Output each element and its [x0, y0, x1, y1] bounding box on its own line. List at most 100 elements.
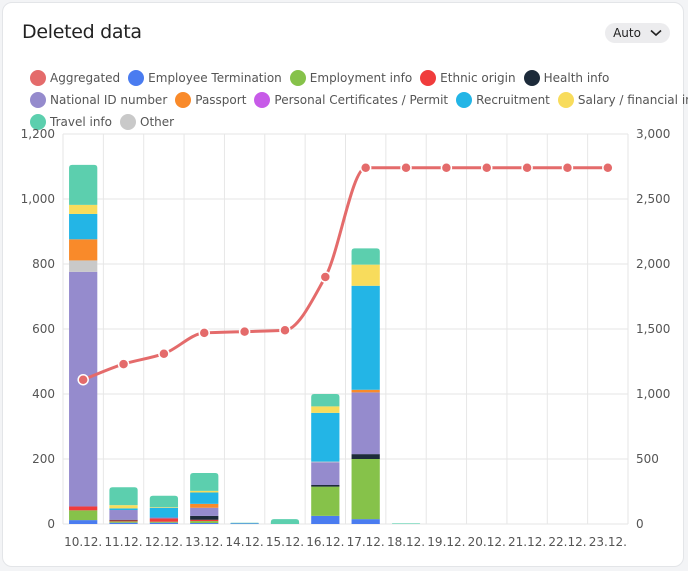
legend-label: Salary / financial info — [577, 93, 688, 107]
legend-label: Recruitment — [476, 93, 550, 107]
legend-item-employee-termination[interactable]: Employee Termination — [128, 70, 282, 86]
x-tick-label: 19.12. — [427, 535, 465, 549]
aggregated-point — [279, 324, 291, 337]
bar-segment-employee-termination — [311, 515, 340, 524]
legend-item-national-id-number[interactable]: National ID number — [30, 92, 167, 108]
aggregated-point — [359, 162, 372, 174]
legend-swatch — [523, 70, 540, 86]
x-tick-label: 17.12. — [347, 535, 385, 549]
y-right-tick-label: 1,500 — [636, 322, 670, 336]
legend-item-personal-certificates-permit[interactable]: Personal Certificates / Permit — [254, 92, 448, 108]
legend-swatch — [254, 92, 271, 108]
y-right-tick-label: 1,000 — [636, 387, 670, 401]
bar-segment-employee-termination — [149, 522, 179, 524]
x-tick-label: 10.12. — [64, 535, 102, 549]
bar-segment-other — [69, 260, 98, 272]
bar-segment-salary-financial-info — [351, 264, 380, 286]
bar-segment-travel-info — [149, 495, 179, 508]
bar-segment-ethnic-origin — [149, 518, 179, 522]
bar-segment-employment-info — [149, 521, 179, 523]
bar-segment-health-info — [190, 515, 219, 520]
aggregated-point — [400, 162, 412, 174]
bar-segment-recruitment — [190, 492, 219, 504]
legend-row: Aggregated Employee Termination Employment… — [30, 67, 670, 89]
bar-segment-recruitment — [109, 508, 138, 511]
bar-segment-salary-financial-info — [69, 204, 98, 214]
x-tick-label: 18.12. — [387, 535, 425, 549]
bar-segment-travel-info — [270, 519, 300, 524]
legend-item-passport[interactable]: Passport — [175, 92, 246, 108]
x-tick-label: 12.12. — [145, 535, 183, 549]
y-left-tick-label: 0 — [47, 517, 55, 531]
bar-segment-employment-info — [311, 486, 340, 516]
bar-segment-salary-financial-info — [109, 505, 138, 509]
bar-segment-national-id-number — [351, 392, 380, 455]
bar-segment-employee-termination — [230, 523, 259, 524]
y-left-tick-label: 600 — [32, 322, 55, 336]
bar-segment-employment-info — [351, 459, 380, 520]
legend-label: Employment info — [309, 71, 413, 85]
bar-segment-national-id-number — [311, 462, 340, 485]
x-tick-label: 20.12. — [468, 535, 506, 549]
legend-label: Health info — [543, 71, 610, 85]
bar-segment-travel-info — [230, 522, 259, 524]
legend-item-recruitment[interactable]: Recruitment — [456, 92, 550, 108]
legend-swatch — [128, 70, 145, 86]
legend-label: Personal Certificates / Permit — [274, 93, 449, 107]
legend-swatch — [30, 114, 46, 130]
bar-segment-health-info — [109, 519, 138, 521]
x-tick-label: 14.12. — [226, 535, 264, 549]
legend-swatch — [30, 70, 46, 86]
y-right-tick-label: 0 — [636, 517, 644, 531]
x-tick-label: 23.12. — [589, 535, 627, 549]
bar-segment-ethnic-origin — [109, 520, 138, 522]
legend-swatch — [175, 92, 192, 108]
aggregated-point — [521, 162, 533, 174]
legend-item-other[interactable]: Other — [120, 114, 174, 130]
aggregated-point — [77, 373, 89, 386]
legend-swatch — [120, 114, 136, 130]
aggregated-point — [319, 271, 332, 283]
y-left-tick-label: 800 — [32, 257, 55, 271]
legend-item-travel-info[interactable]: Travel info — [30, 114, 112, 130]
x-tick-label: 16.12. — [306, 535, 344, 549]
bar-segment-employee-termination — [69, 520, 98, 524]
y-right-tick-label: 2,000 — [636, 257, 670, 271]
legend-label: Travel info — [50, 115, 112, 129]
bar-segment-employment-info — [109, 521, 138, 523]
legend-label: National ID number — [50, 93, 168, 107]
legend-item-health-info[interactable]: Health info — [523, 70, 610, 86]
legend-item-ethnic-origin[interactable]: Ethnic origin — [420, 70, 516, 86]
x-tick-label: 13.12. — [185, 535, 223, 549]
bar-segment-health-info — [351, 454, 380, 459]
x-tick-label: 22.12. — [548, 535, 586, 549]
x-tick-label: 15.12. — [266, 535, 304, 549]
bar-segment-other — [311, 461, 340, 463]
legend-row: Travel info Other — [30, 111, 670, 133]
x-tick-label: 11.12. — [104, 535, 142, 549]
legend-label: Passport — [195, 93, 247, 107]
bar-segment-travel-info — [391, 523, 421, 524]
x-tick-label: 21.12. — [508, 535, 546, 549]
y-left-tick-label: 200 — [32, 452, 55, 466]
legend-item-aggregated[interactable]: Aggregated — [30, 70, 120, 86]
bar-segment-employment-info — [69, 510, 98, 521]
aggregated-point — [561, 162, 574, 174]
bar-segment-passport — [351, 389, 380, 393]
bar-segment-recruitment — [69, 213, 98, 240]
legend-label: Employee Termination — [148, 71, 282, 85]
bar-segment-health-info — [311, 485, 340, 487]
bar-segment-travel-info — [351, 248, 380, 265]
bar-segment-national-id-number — [190, 507, 219, 516]
bar-segment-salary-financial-info — [311, 406, 340, 413]
y-right-tick-label: 2,500 — [636, 192, 670, 206]
period-dropdown[interactable]: Auto — [605, 23, 670, 43]
bar-segment-passport — [69, 239, 98, 261]
aggregated-point — [158, 347, 170, 360]
legend-item-employment-info[interactable]: Employment info — [289, 70, 413, 86]
bar-segment-salary-financial-info — [190, 490, 219, 493]
bar-segment-national-id-number — [69, 271, 98, 507]
aggregated-point — [602, 162, 614, 174]
legend-item-salary-financial-info[interactable]: Salary / financial info — [557, 92, 688, 108]
y-left-tick-label: 400 — [32, 387, 55, 401]
